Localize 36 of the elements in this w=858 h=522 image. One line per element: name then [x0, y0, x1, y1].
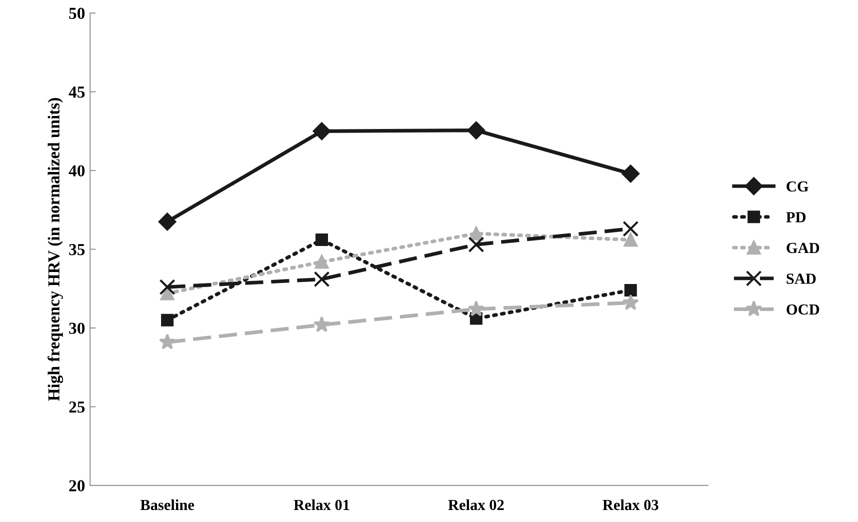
legend-label: CG	[786, 181, 808, 192]
legend-label: OCD	[786, 304, 820, 315]
point	[161, 314, 174, 326]
point	[159, 279, 176, 296]
y-tick-label: 35	[69, 244, 85, 256]
point	[312, 122, 331, 140]
x-tick-label: Baseline	[140, 499, 194, 510]
point	[622, 294, 639, 310]
y-tick-label: 50	[69, 8, 85, 19]
legend-label: GAD	[786, 242, 820, 254]
point	[160, 286, 174, 300]
point	[467, 121, 486, 140]
y-tick-label: 20	[69, 480, 85, 492]
x-tick-label: Relax 03	[602, 499, 658, 510]
point	[313, 316, 330, 332]
y-tick-label: 25	[69, 401, 85, 413]
point	[314, 254, 329, 269]
point	[624, 284, 637, 296]
point	[622, 164, 640, 183]
y-tick-label: 30	[69, 322, 85, 334]
legend-label: SAD	[786, 274, 816, 284]
legend-label: PD	[786, 212, 806, 222]
y-axis-title: High frequency HRV (in normalized units)	[48, 98, 64, 401]
point	[469, 226, 484, 240]
point	[158, 212, 176, 231]
point	[624, 232, 638, 247]
point	[314, 271, 330, 288]
point	[159, 333, 176, 350]
point	[468, 300, 484, 316]
point	[315, 234, 328, 246]
point	[468, 236, 484, 253]
point	[622, 220, 639, 237]
x-tick-label: Relax 01	[294, 499, 350, 510]
y-tick-label: 45	[68, 86, 85, 98]
x-tick-label: Relax 02	[448, 499, 504, 510]
y-tick-label: 40	[68, 165, 85, 176]
